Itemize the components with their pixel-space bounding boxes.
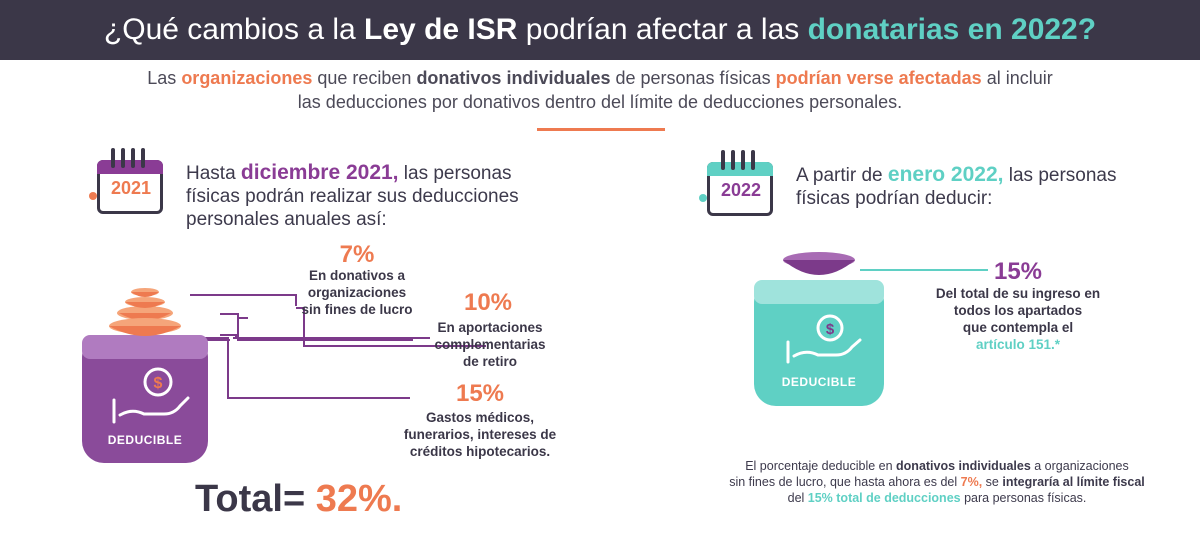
footnote-part: El porcentaje deducible en xyxy=(745,459,897,473)
hand-icon xyxy=(112,396,190,424)
svg-text:$: $ xyxy=(826,321,835,338)
item-desc-10: En aportaciones complementarias de retiro xyxy=(410,319,570,370)
intro-text: Las organizaciones que reciben donativos… xyxy=(40,66,1160,114)
pct-right: 15% xyxy=(993,258,1043,285)
desc-line: que contempla el xyxy=(962,320,1074,335)
connector-line xyxy=(190,294,297,306)
divider xyxy=(537,128,665,131)
right-desc: Del total de su ingreso en todos los apar… xyxy=(918,285,1118,353)
item-desc-15: Gastos médicos, funerarios, intereses de c… xyxy=(380,409,580,460)
connector-line xyxy=(220,313,413,341)
calendar-year: 2022 xyxy=(720,180,762,200)
intro-part: que reciben xyxy=(312,68,417,88)
footnote: El porcentaje deducible en donativos ind… xyxy=(712,458,1162,506)
jar-body xyxy=(82,335,208,463)
desc-line: Gastos médicos, xyxy=(425,410,535,425)
title-part: ¿Qué cambios a la xyxy=(103,13,365,46)
connector-line xyxy=(220,334,430,339)
coin-icon xyxy=(816,314,844,342)
intro-part: donativos individuales xyxy=(416,68,611,88)
footnote-part: sin fines de lucro, que hasta ahora es d… xyxy=(729,475,961,489)
lead-part: diciembre 2021, xyxy=(240,161,399,184)
desc-line: créditos hipotecarios. xyxy=(409,444,551,459)
svg-text:$: $ xyxy=(154,375,163,392)
desc-line: artículo 151.* xyxy=(975,337,1061,352)
intro-part: organizaciones xyxy=(181,68,313,88)
desc-line: complementarias xyxy=(434,337,546,352)
calendar-2022-icon: 2022 xyxy=(699,150,777,216)
footnote-part: 15% total de deducciones xyxy=(807,491,961,505)
connector-line xyxy=(296,307,486,347)
left-lead-text: Hasta diciembre 2021, las personas físic… xyxy=(186,161,586,231)
footnote-part: para personas físicas. xyxy=(960,491,1087,505)
desc-line: En aportaciones xyxy=(437,320,543,335)
footnote-part: integraría al límite fiscal xyxy=(1002,475,1145,489)
right-jar-illustration: $ xyxy=(754,252,988,406)
desc-line: todos los apartados xyxy=(953,303,1083,318)
intro-part: al incluir xyxy=(981,68,1053,88)
desc-line: Del total de su ingreso en xyxy=(935,286,1101,301)
lead-part: físicas podrán realizar sus deducciones xyxy=(186,186,519,207)
coin-icon xyxy=(143,367,173,397)
footnote-part: a organizaciones xyxy=(1030,459,1129,473)
pct-10: 10% xyxy=(463,289,513,316)
title-part: podrían afectar a las xyxy=(517,13,808,46)
total-part: Total= xyxy=(195,478,316,520)
footnote-part: donativos individuales xyxy=(896,459,1031,473)
title-part: Ley de ISR xyxy=(364,13,518,46)
lead-part: físicas podrían deducir: xyxy=(796,188,993,209)
pct-15: 15% xyxy=(455,380,505,407)
desc-line: En donativos a xyxy=(308,268,406,283)
lead-part: las personas xyxy=(398,163,512,184)
item-desc-7: En donativos a organizaciones sin fines de… xyxy=(277,267,437,318)
jar-label: DEDUCIBLE xyxy=(107,433,183,447)
lead-part: Hasta xyxy=(186,163,241,184)
lead-part: enero 2022, xyxy=(887,163,1004,186)
total-part: 32%. xyxy=(315,478,403,520)
intro-part: podrían verse afectadas xyxy=(775,68,982,88)
pct-7: 7% xyxy=(339,241,375,268)
intro-part: las deducciones por donativos dentro del… xyxy=(297,92,903,112)
hand-icon xyxy=(786,338,862,364)
jar-label: DEDUCIBLE xyxy=(781,375,857,389)
total-text: Total= 32%. xyxy=(195,478,402,521)
desc-line: sin fines de lucro xyxy=(301,302,413,317)
intro-part: Las xyxy=(147,68,182,88)
title-banner: ¿Qué cambios a la Ley de ISR podrían afe… xyxy=(0,0,1200,60)
desc-line: organizaciones xyxy=(307,285,407,300)
jar-body xyxy=(754,280,884,406)
footnote-part: 7%, xyxy=(960,475,983,489)
left-jar-illustration: $ xyxy=(82,288,486,463)
lead-part: A partir de xyxy=(796,165,888,186)
intro-part: de personas físicas xyxy=(610,68,776,88)
desc-line: de retiro xyxy=(462,354,517,369)
desc-line: funerarios, intereses de xyxy=(403,427,557,442)
lead-part: las personas xyxy=(1003,165,1117,186)
title-part: donatarias en 2022? xyxy=(807,13,1097,46)
lead-part: personales anuales así: xyxy=(186,209,387,230)
footnote-part: del xyxy=(787,491,808,505)
footnote-part: se xyxy=(982,475,1003,489)
right-lead-text: A partir de enero 2022, las personas fís… xyxy=(796,163,1176,210)
calendar-2021-icon: 2021 xyxy=(89,148,167,214)
calendar-year: 2021 xyxy=(110,178,152,198)
